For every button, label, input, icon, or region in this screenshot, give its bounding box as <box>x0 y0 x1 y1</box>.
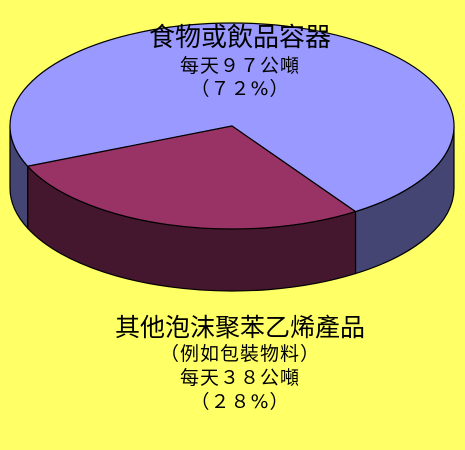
slice-label-food-containers: 食物或飲品容器 每天９７公噸 （７２%） <box>90 22 390 102</box>
slice-amount-other: 每天３８公噸 <box>179 367 300 389</box>
slice-label-other-products: 其他泡沫聚苯乙烯產品 （例如包裝物料） 每天３８公噸 （２８%） <box>60 312 420 415</box>
slice-name-food: 食物或飲品容器 <box>148 23 331 53</box>
slice-name-other: 其他泡沫聚苯乙烯產品 <box>114 313 365 342</box>
slice-percent-other: （２８%） <box>190 390 290 413</box>
slice-food-containers <box>9 22 455 213</box>
slice-amount-food: 每天９７公噸 <box>179 54 300 77</box>
slice-other-products <box>26 125 357 230</box>
slice-note-other: （例如包裝物料） <box>159 343 320 366</box>
slice-percent-food: （７２%） <box>190 78 290 101</box>
